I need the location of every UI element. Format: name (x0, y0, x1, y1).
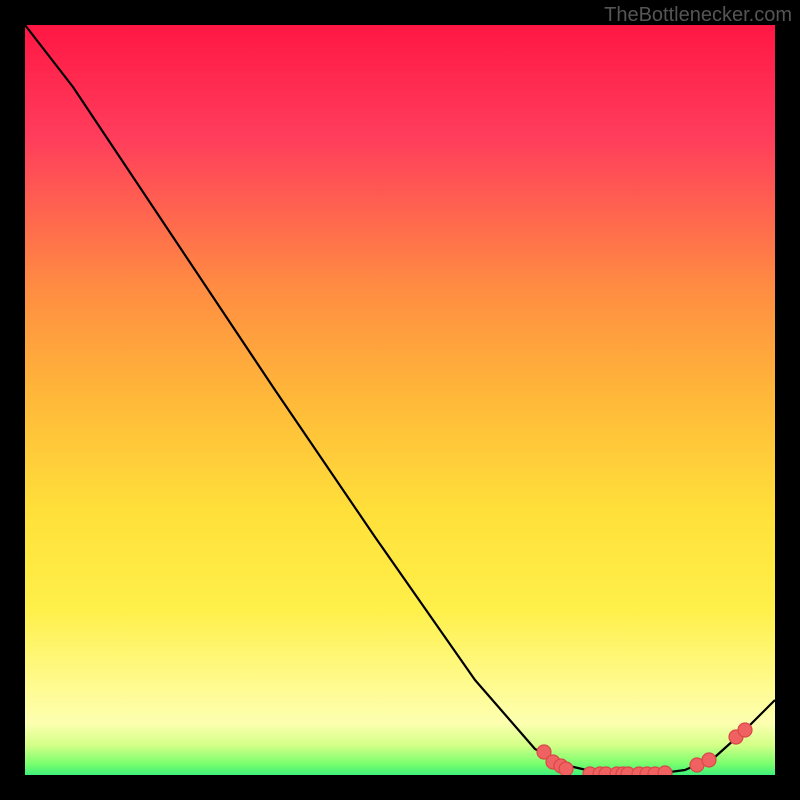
data-marker (738, 723, 752, 737)
data-marker (559, 762, 573, 775)
data-marker (658, 766, 672, 775)
chart-background (25, 25, 775, 775)
bottleneck-chart (25, 25, 775, 775)
chart-container (25, 25, 775, 775)
watermark-text: TheBottlenecker.com (604, 4, 792, 27)
data-marker (702, 753, 716, 767)
